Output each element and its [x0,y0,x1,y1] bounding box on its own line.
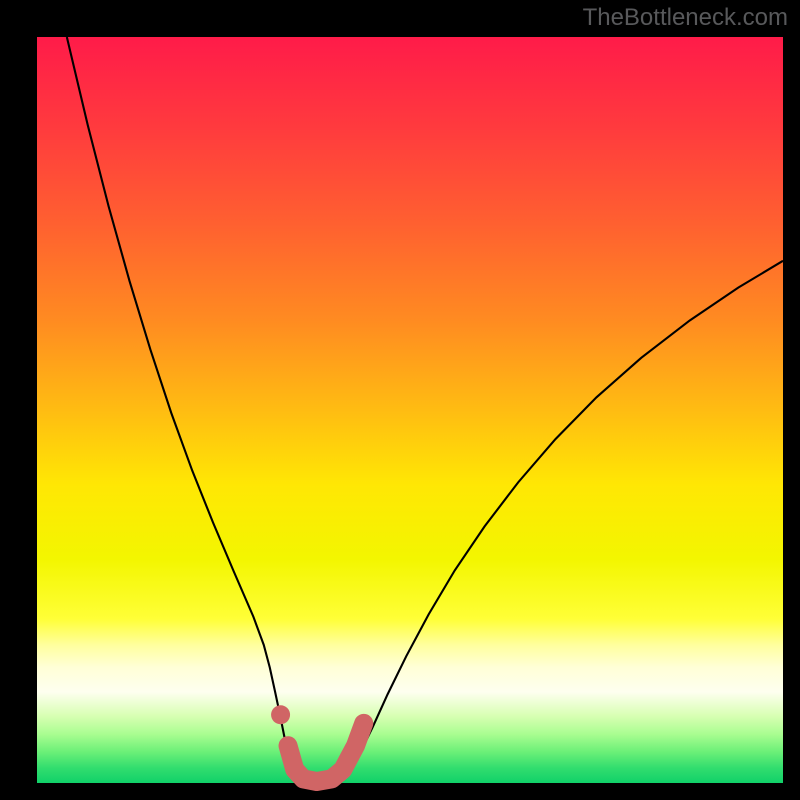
outer-frame: TheBottleneck.com [0,0,800,800]
highlight-dot [271,705,290,724]
bottleneck-chart [0,0,800,800]
plot-background [37,37,783,783]
watermark-text: TheBottleneck.com [583,4,788,32]
